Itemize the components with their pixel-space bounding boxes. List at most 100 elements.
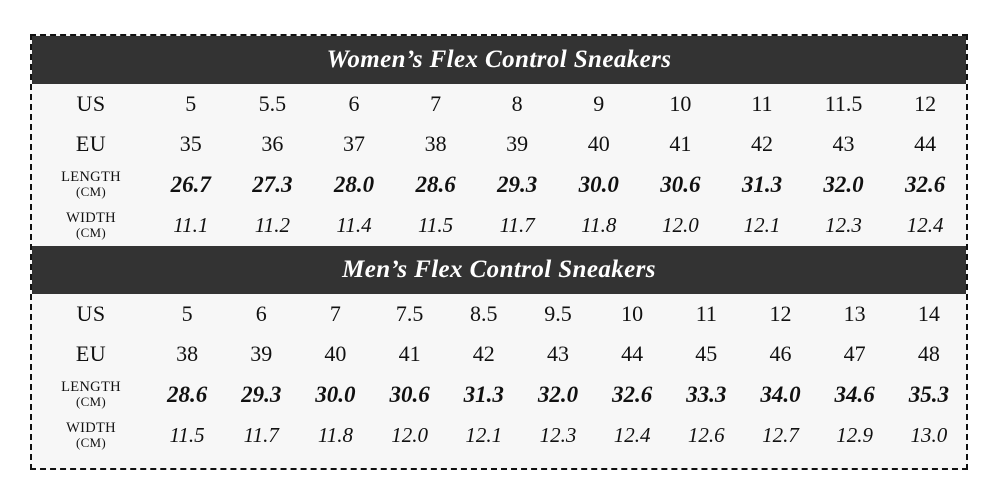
cell-womens-eu-7: 42 bbox=[721, 124, 803, 164]
cell-mens-eu-2: 40 bbox=[298, 334, 372, 374]
cell-mens-us-1: 6 bbox=[224, 294, 298, 334]
cell-mens-eu-3: 41 bbox=[373, 334, 447, 374]
cell-value: 12.4 bbox=[906, 213, 944, 237]
cell-value: 36 bbox=[261, 131, 284, 156]
cell-mens-us-2: 7 bbox=[298, 294, 372, 334]
cell-mens-width-10: 13.0 bbox=[892, 415, 966, 456]
cell-value: 7.5 bbox=[395, 301, 424, 326]
row-label-main: LENGTH bbox=[61, 379, 121, 396]
cell-womens-eu-4: 39 bbox=[476, 124, 558, 164]
cell-mens-length-8: 34.0 bbox=[743, 374, 817, 415]
cell-womens-us-1: 5.5 bbox=[232, 84, 314, 124]
cell-womens-us-7: 11 bbox=[721, 84, 803, 124]
cell-value: 40 bbox=[587, 131, 610, 156]
cell-value: 29.3 bbox=[497, 171, 538, 197]
cell-value: 12.6 bbox=[687, 423, 725, 447]
cell-value: 7 bbox=[329, 301, 341, 326]
cell-value: 46 bbox=[769, 341, 792, 366]
cell-value: 27.3 bbox=[252, 171, 293, 197]
cell-value: 12.3 bbox=[825, 213, 862, 237]
cell-womens-width-3: 11.5 bbox=[395, 205, 477, 246]
cell-value: 11.7 bbox=[499, 213, 535, 237]
cell-mens-us-6: 10 bbox=[595, 294, 669, 334]
cell-mens-length-0: 28.6 bbox=[150, 374, 224, 415]
cell-mens-us-7: 11 bbox=[669, 294, 743, 334]
cell-value: 29.3 bbox=[241, 381, 282, 407]
cell-value: 11.5 bbox=[169, 423, 205, 447]
cell-womens-eu-2: 37 bbox=[313, 124, 395, 164]
row-label-mens-length: LENGTH (CM) bbox=[32, 374, 150, 415]
cell-value: 38 bbox=[176, 341, 199, 366]
cell-value: 7 bbox=[430, 91, 442, 116]
cell-mens-width-1: 11.7 bbox=[224, 415, 298, 456]
cell-womens-length-0: 26.7 bbox=[150, 164, 232, 205]
row-label-main: EU bbox=[75, 341, 107, 366]
cell-mens-eu-9: 47 bbox=[818, 334, 892, 374]
table-row: US 5 5.5 6 7 8 9 10 11 11.5 12 bbox=[32, 84, 966, 124]
cell-value: 12.9 bbox=[836, 423, 873, 447]
cell-value: 8 bbox=[511, 91, 523, 116]
cell-mens-eu-6: 44 bbox=[595, 334, 669, 374]
cell-womens-width-5: 11.8 bbox=[558, 205, 640, 246]
cell-womens-width-7: 12.1 bbox=[721, 205, 803, 246]
cell-value: 30.0 bbox=[315, 381, 356, 407]
table-row: WIDTH (CM) 11.1 11.2 11.4 11.5 11.7 11.8 12.0 12.… bbox=[32, 205, 966, 246]
cell-mens-eu-8: 46 bbox=[743, 334, 817, 374]
cell-value: 12.0 bbox=[391, 423, 428, 447]
size-table-womens: US 5 5.5 6 7 8 9 10 11 11.5 12 EU 35 36 37 38 39 40 41 42 43… bbox=[32, 84, 966, 246]
cell-value: 37 bbox=[342, 131, 365, 156]
cell-value: 30.6 bbox=[660, 171, 701, 197]
cell-womens-length-7: 31.3 bbox=[721, 164, 803, 205]
cell-womens-eu-1: 36 bbox=[232, 124, 314, 164]
cell-value: 12.4 bbox=[613, 423, 651, 447]
cell-womens-length-8: 32.0 bbox=[803, 164, 885, 205]
cell-value: 9.5 bbox=[544, 301, 572, 326]
cell-womens-us-4: 8 bbox=[476, 84, 558, 124]
cell-mens-us-5: 9.5 bbox=[521, 294, 595, 334]
cell-value: 47 bbox=[843, 341, 866, 366]
cell-value: 41 bbox=[398, 341, 421, 366]
cell-value: 11 bbox=[751, 91, 773, 116]
cell-mens-eu-5: 43 bbox=[521, 334, 595, 374]
cell-womens-us-6: 10 bbox=[640, 84, 722, 124]
cell-value: 12.0 bbox=[661, 213, 699, 237]
cell-value: 10 bbox=[669, 91, 692, 116]
cell-womens-us-8: 11.5 bbox=[803, 84, 885, 124]
cell-mens-length-9: 34.6 bbox=[818, 374, 892, 415]
cell-womens-eu-9: 44 bbox=[884, 124, 966, 164]
cell-value: 11.5 bbox=[417, 213, 454, 237]
row-label-womens-width: WIDTH (CM) bbox=[32, 205, 150, 246]
cell-value: 13 bbox=[843, 301, 866, 326]
cell-womens-us-5: 9 bbox=[558, 84, 640, 124]
row-label-mens-width: WIDTH (CM) bbox=[32, 415, 150, 456]
row-label-stack: WIDTH (CM) bbox=[32, 211, 150, 239]
row-label-unit: (CM) bbox=[75, 184, 107, 200]
row-label-stack: LENGTH (CM) bbox=[32, 380, 150, 408]
cell-value: 11.2 bbox=[254, 213, 290, 237]
size-table-mens: US 5 6 7 7.5 8.5 9.5 10 11 12 13 14 EU 38 39 40 41 42 43 44… bbox=[32, 294, 966, 456]
cell-mens-width-6: 12.4 bbox=[595, 415, 669, 456]
cell-womens-us-0: 5 bbox=[150, 84, 232, 124]
cell-value: 32.0 bbox=[537, 381, 579, 407]
cell-mens-us-4: 8.5 bbox=[447, 294, 521, 334]
cell-mens-width-4: 12.1 bbox=[447, 415, 521, 456]
cell-value: 6 bbox=[255, 301, 267, 326]
cell-value: 30.6 bbox=[389, 381, 430, 407]
cell-value: 44 bbox=[621, 341, 644, 366]
row-label-main: US bbox=[76, 301, 106, 326]
cell-value: 11.1 bbox=[173, 213, 209, 237]
size-chart-sections: Women’s Flex Control Sneakers US 5 5.5 6 7 8 9 1… bbox=[32, 36, 966, 456]
cell-value: 34.6 bbox=[834, 381, 875, 407]
cell-mens-eu-1: 39 bbox=[224, 334, 298, 374]
row-label-unit: (CM) bbox=[75, 394, 107, 410]
cell-mens-width-9: 12.9 bbox=[818, 415, 892, 456]
cell-womens-us-9: 12 bbox=[884, 84, 966, 124]
cell-mens-length-2: 30.0 bbox=[298, 374, 372, 415]
cell-value: 12 bbox=[914, 91, 937, 116]
row-label-stack: WIDTH (CM) bbox=[32, 421, 150, 449]
cell-womens-width-1: 11.2 bbox=[232, 205, 314, 246]
cell-mens-length-6: 32.6 bbox=[595, 374, 669, 415]
cell-value: 12.1 bbox=[743, 213, 781, 237]
cell-value: 35 bbox=[179, 131, 202, 156]
cell-mens-width-7: 12.6 bbox=[669, 415, 743, 456]
